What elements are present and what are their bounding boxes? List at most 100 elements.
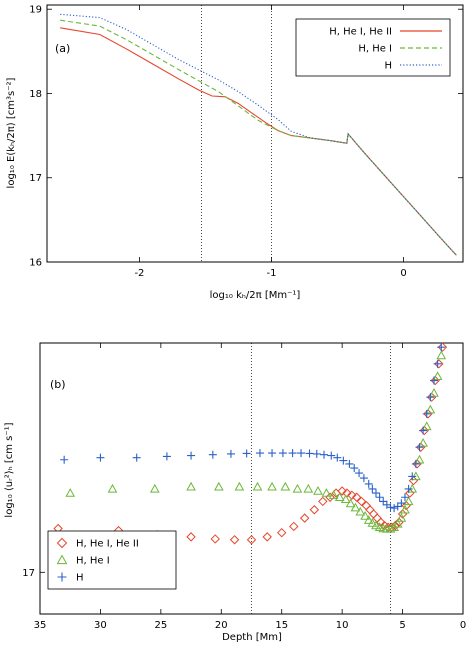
data-point-plus <box>422 409 431 418</box>
data-point-triangle <box>355 506 366 516</box>
data-point-diamond <box>372 513 382 523</box>
data-point-plus <box>429 376 438 385</box>
data-point-triangle <box>396 513 407 522</box>
x-tick-label: 10 <box>336 620 349 631</box>
panel-a-plot-frame <box>46 4 464 263</box>
data-point-plus <box>305 449 314 458</box>
x-tick-label: 5 <box>399 620 405 631</box>
data-point-plus <box>226 449 235 458</box>
data-point-diamond <box>356 496 367 507</box>
data-point-plus <box>364 479 373 488</box>
panel-b-y-axis-label: log₁₀ ⟨uᵣ²⟩ₕ [cm s⁻¹] <box>4 422 15 517</box>
data-point-plus <box>187 451 196 460</box>
data-point-diamond <box>210 534 220 544</box>
data-point-plus <box>379 497 388 506</box>
y-tick-label: 17 <box>22 568 35 579</box>
panel-b-x-ticks: 35 30 25 20 15 10 5 0 <box>34 343 466 631</box>
legend-marker-1 <box>56 537 68 549</box>
data-point-plus <box>288 449 297 458</box>
data-point-plus <box>208 450 217 459</box>
y-tick-label: 16 <box>29 258 42 269</box>
data-point-plus <box>437 343 446 352</box>
y-tick-label: 18 <box>29 89 42 100</box>
x-tick-label: 15 <box>275 620 288 631</box>
x-tick-label: 0 <box>400 268 406 279</box>
data-point-diamond <box>434 359 444 369</box>
legend-label-3: H <box>76 573 84 584</box>
x-tick-label: 25 <box>154 620 167 631</box>
data-point-diamond <box>299 513 310 523</box>
data-point-diamond <box>318 496 328 507</box>
data-point-plus <box>359 474 368 483</box>
data-point-plus <box>386 503 395 512</box>
data-point-plus <box>368 484 377 493</box>
data-point-triangle <box>234 481 245 491</box>
y-tick-label: 17 <box>29 173 42 184</box>
data-point-plus <box>312 449 321 458</box>
data-point-plus <box>371 489 380 498</box>
data-point-triangle <box>328 490 339 499</box>
data-point-diamond <box>262 532 272 542</box>
panel-a-x-axis-label: log₁₀ kₕ/2π [Mm⁻¹] <box>210 290 301 301</box>
panel-b-y-ticks: 17 <box>22 568 463 579</box>
x-tick-label: 30 <box>94 620 107 631</box>
x-tick-label: -2 <box>134 268 144 279</box>
data-point-triangle <box>418 438 428 447</box>
legend-label-2: H, He I <box>76 556 110 567</box>
data-point-diamond <box>351 492 362 502</box>
data-point-triangle <box>429 388 439 397</box>
panel-a: (a) -2 -1 0 16 17 18 19 log₁₀ kₕ/2π [Mm⁻¹] lo… <box>6 4 464 301</box>
data-point-diamond <box>390 520 401 531</box>
data-point-plus <box>345 459 354 468</box>
panel-a-series <box>60 13 457 256</box>
data-point-plus <box>255 449 264 458</box>
panel-b-legend-box <box>47 530 177 590</box>
panel-a-tag: (a) <box>55 42 70 55</box>
data-point-diamond <box>347 490 357 500</box>
data-point-diamond <box>277 527 287 538</box>
data-point-triangle <box>321 488 332 497</box>
data-point-plus <box>408 472 417 481</box>
data-point-diamond <box>365 505 375 515</box>
data-point-plus <box>415 443 424 452</box>
panel-b: (b) 35 30 25 20 15 10 5 0 17 Depth [Mm] log₁₀ ⟨… <box>4 342 466 643</box>
data-point-diamond <box>368 509 379 519</box>
data-point-diamond <box>337 486 347 496</box>
data-point-triangle <box>313 485 323 495</box>
data-point-plus <box>400 493 409 502</box>
legend-label-2: H, He I <box>358 44 392 55</box>
data-point-triangle <box>350 502 361 512</box>
data-point-triangle <box>267 481 277 491</box>
data-point-plus <box>278 449 287 458</box>
data-point-plus <box>339 456 348 465</box>
panel-b-x-axis-label: Depth [Mm] <box>222 632 282 643</box>
data-point-diamond <box>289 521 299 532</box>
data-point-plus <box>397 499 406 508</box>
data-point-triangle <box>385 523 396 533</box>
data-point-triangle <box>107 483 118 493</box>
data-point-plus <box>419 426 428 435</box>
data-point-plus <box>327 451 336 460</box>
data-point-triangle <box>403 496 414 506</box>
series-line-2 <box>60 19 457 256</box>
data-point-plus <box>333 453 342 462</box>
data-point-plus <box>355 469 364 478</box>
legend-label-1: H, He I, He II <box>76 539 139 550</box>
data-point-plus <box>350 464 359 473</box>
data-point-triangle <box>363 515 374 524</box>
data-point-plus <box>375 493 384 502</box>
data-point-triangle <box>214 481 224 491</box>
data-point-triangle <box>149 483 160 493</box>
data-point-plus <box>320 450 329 459</box>
panel-a-y-ticks: 16 17 18 19 <box>29 5 463 269</box>
x-tick-label: 35 <box>34 620 47 631</box>
panel-b-tag: (b) <box>50 378 66 391</box>
legend-marker-2 <box>56 554 68 565</box>
data-point-plus <box>96 453 105 462</box>
data-point-plus <box>297 449 306 458</box>
data-point-plus <box>433 359 442 368</box>
data-point-triangle <box>292 483 303 493</box>
data-point-plus <box>390 504 399 513</box>
data-point-diamond <box>437 342 448 352</box>
data-point-triangle <box>425 404 436 414</box>
